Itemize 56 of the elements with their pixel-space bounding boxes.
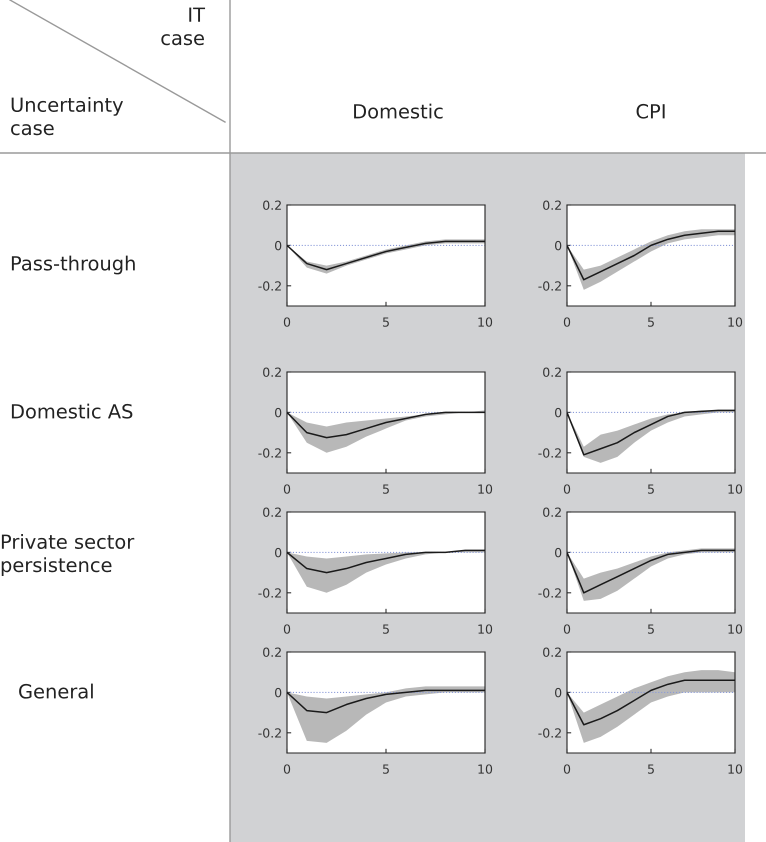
x-tick-label: 5: [648, 624, 654, 634]
y-tick-label: -0.2: [258, 728, 281, 738]
x-tick-label: 10: [728, 317, 742, 327]
y-tick-label: 0.2: [543, 200, 561, 210]
x-tick-label: 0: [284, 624, 290, 634]
y-tick-label: 0: [275, 408, 282, 418]
x-tick-label: 5: [382, 764, 389, 774]
x-tick-label: 5: [648, 764, 654, 774]
x-tick-label: 10: [478, 764, 492, 774]
x-tick-label: 5: [648, 484, 654, 494]
text: Domestic AS: [12, 404, 132, 419]
y-tick-label: 0.2: [263, 507, 281, 517]
text: Private sector persistence: [2, 534, 134, 576]
x-tick-label: 10: [728, 764, 742, 774]
text: CPI: [636, 104, 665, 119]
y-tick-label: 0: [555, 240, 562, 250]
y-tick-label: -0.2: [258, 588, 281, 598]
x-tick-label: 0: [284, 317, 290, 327]
y-tick-label: 0.2: [543, 507, 561, 517]
text: Domestic: [354, 104, 443, 119]
y-tick-label: -0.2: [538, 448, 561, 458]
y-tick-label: 0: [275, 688, 282, 698]
x-tick-label: 10: [478, 317, 492, 327]
y-tick-label: 0.2: [263, 647, 281, 657]
y-tick-label: -0.2: [538, 728, 561, 738]
x-tick-label: 0: [564, 624, 570, 634]
x-tick-label: 5: [382, 484, 389, 494]
x-tick-label: 0: [284, 484, 290, 494]
y-tick-label: -0.2: [538, 588, 561, 598]
x-tick-label: 5: [382, 624, 389, 634]
y-tick-label: -0.2: [538, 281, 561, 291]
y-tick-label: 0: [555, 548, 562, 558]
x-tick-label: 0: [284, 764, 290, 774]
x-tick-label: 0: [564, 317, 570, 327]
y-tick-label: 0.2: [263, 367, 281, 377]
text: Uncertainty case: [11, 96, 124, 136]
x-tick-label: 5: [648, 317, 654, 327]
x-tick-label: 5: [382, 317, 389, 327]
y-tick-label: 0: [555, 408, 562, 418]
y-tick-label: 0: [275, 240, 282, 250]
y-tick-label: 0.2: [543, 647, 561, 657]
y-tick-label: 0.2: [543, 367, 561, 377]
text: General: [19, 684, 93, 699]
y-tick-label: 0: [555, 688, 562, 698]
y-tick-label: 0: [275, 548, 282, 558]
text: IT case: [161, 8, 206, 46]
x-tick-label: 0: [564, 764, 570, 774]
y-tick-label: -0.2: [258, 281, 281, 291]
y-tick-label: 0.2: [263, 200, 281, 210]
x-tick-label: 10: [478, 624, 492, 634]
x-tick-label: 0: [564, 484, 570, 494]
x-tick-label: 10: [728, 624, 742, 634]
x-tick-label: 10: [478, 484, 492, 494]
x-tick-label: 10: [728, 484, 742, 494]
text: Pass-through: [12, 256, 135, 274]
y-tick-label: -0.2: [258, 448, 281, 458]
